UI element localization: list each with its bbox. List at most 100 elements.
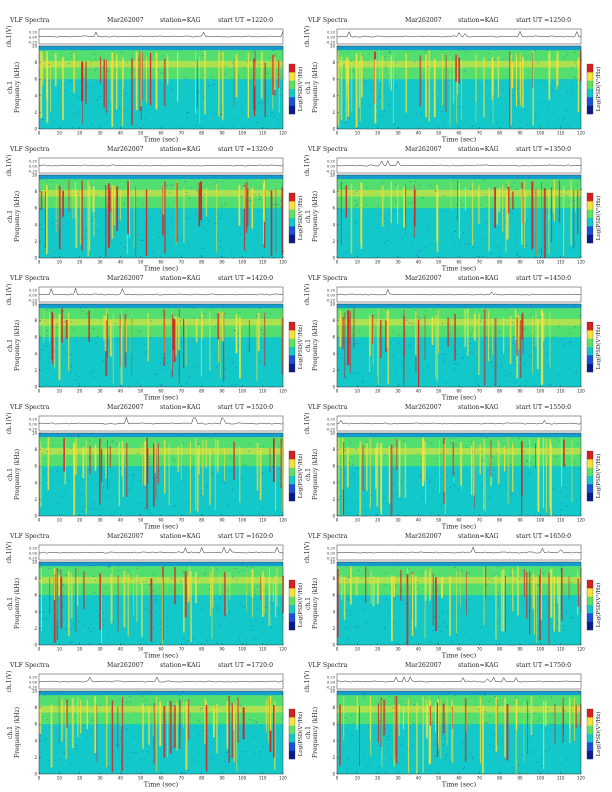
noise-speck <box>188 633 190 634</box>
sferic-stripe <box>346 57 349 82</box>
noise-speck <box>41 443 43 445</box>
sferic-stripe <box>339 310 342 347</box>
noise-speck <box>426 208 428 210</box>
waveform-tick-label: 0.20 <box>327 31 336 35</box>
x-tick-label: 90 <box>517 131 523 136</box>
noise-speck <box>545 117 547 119</box>
noise-speck <box>372 562 374 564</box>
noise-speck <box>203 514 205 516</box>
waveform-tick-label: 0.00 <box>327 165 336 169</box>
noise-speck <box>568 367 570 369</box>
sferic-stripe <box>121 441 124 477</box>
noise-speck <box>129 696 131 697</box>
noise-speck <box>366 441 368 443</box>
sferic-stripe <box>123 57 124 88</box>
noise-speck <box>91 509 94 511</box>
noise-speck <box>120 242 122 244</box>
colorbar-segment <box>289 234 295 244</box>
noise-speck <box>514 770 517 771</box>
noise-speck <box>491 362 493 363</box>
x-tick-label: 50 <box>138 518 144 523</box>
sferic-stripe <box>265 699 268 733</box>
y-tick-label: 8 <box>332 705 335 710</box>
noise-speck <box>162 497 164 499</box>
x-tick-label: 50 <box>436 131 442 136</box>
noise-speck <box>422 497 424 498</box>
noise-speck <box>193 341 195 343</box>
sferic-stripe <box>281 318 284 375</box>
x-tick-label: 70 <box>477 518 483 523</box>
x-tick-label: 10 <box>57 647 63 652</box>
noise-speck <box>471 91 473 93</box>
sferic-stripe <box>82 61 83 124</box>
noise-speck <box>238 638 240 640</box>
sferic-stripe <box>58 314 61 381</box>
y-tick-label: 10 <box>330 431 336 436</box>
sferic-stripe <box>457 59 459 95</box>
waveform-trace <box>337 159 582 167</box>
noise-speck <box>569 342 571 343</box>
sferic-stripe <box>443 444 445 493</box>
noise-speck <box>396 494 399 496</box>
noise-speck <box>376 114 378 116</box>
noise-speck <box>440 453 442 455</box>
x-tick-label: 120 <box>279 647 287 652</box>
sferic-stripe <box>519 53 521 99</box>
noise-speck <box>488 700 490 702</box>
noise-speck <box>454 368 456 370</box>
noise-speck <box>366 622 368 624</box>
noise-speck <box>542 365 544 367</box>
x-tick-label: 0 <box>336 776 339 781</box>
noise-speck <box>548 748 550 749</box>
noise-speck <box>217 222 219 224</box>
noise-speck <box>580 188 583 190</box>
sferic-stripe <box>535 443 536 468</box>
noise-speck <box>174 460 176 462</box>
y-axis-prefix: ch.1 <box>7 468 14 481</box>
noise-speck <box>350 60 352 62</box>
sferic-stripe <box>99 573 101 630</box>
noise-speck <box>405 642 407 643</box>
noise-speck <box>454 231 456 232</box>
noise-speck <box>271 175 273 177</box>
noise-speck <box>116 338 118 340</box>
noise-speck <box>266 434 268 435</box>
noise-speck <box>144 607 146 609</box>
noise-speck <box>469 105 471 106</box>
noise-speck <box>251 626 253 627</box>
noise-speck <box>64 321 66 322</box>
noise-speck <box>485 618 487 620</box>
noise-speck <box>463 121 465 122</box>
spectrogram-panel: VLF Spectra Mar262007 station=KAG start … <box>303 661 602 791</box>
y-tick-label: 8 <box>332 60 335 65</box>
noise-speck <box>263 487 265 489</box>
noise-speck <box>202 495 204 497</box>
sferic-stripe <box>397 183 399 224</box>
sferic-stripe <box>553 576 555 632</box>
sferic-stripe <box>458 57 460 84</box>
sferic-stripe <box>214 439 216 511</box>
noise-speck <box>345 580 347 581</box>
noise-speck <box>532 752 534 754</box>
sferic-stripe <box>200 309 202 377</box>
spectrogram-panel: VLF Spectra Mar262007 station=KAG start … <box>5 16 304 146</box>
waveform-trace <box>336 419 582 425</box>
noise-speck <box>391 218 393 220</box>
noise-speck <box>68 480 70 482</box>
sferic-stripe <box>43 310 45 344</box>
noise-speck <box>267 73 269 74</box>
noise-speck <box>509 738 511 740</box>
sferic-stripe <box>350 566 352 605</box>
sferic-stripe <box>466 308 469 356</box>
sferic-stripe <box>163 706 166 758</box>
noise-speck <box>217 730 220 732</box>
noise-speck <box>465 51 467 53</box>
waveform-tick-label: -0.20 <box>28 428 38 432</box>
noise-speck <box>158 470 160 471</box>
noise-speck <box>423 75 425 76</box>
noise-speck <box>358 482 360 484</box>
noise-speck <box>395 597 397 599</box>
sferic-stripe <box>42 52 44 87</box>
noise-speck <box>578 585 580 587</box>
noise-speck <box>223 73 225 75</box>
